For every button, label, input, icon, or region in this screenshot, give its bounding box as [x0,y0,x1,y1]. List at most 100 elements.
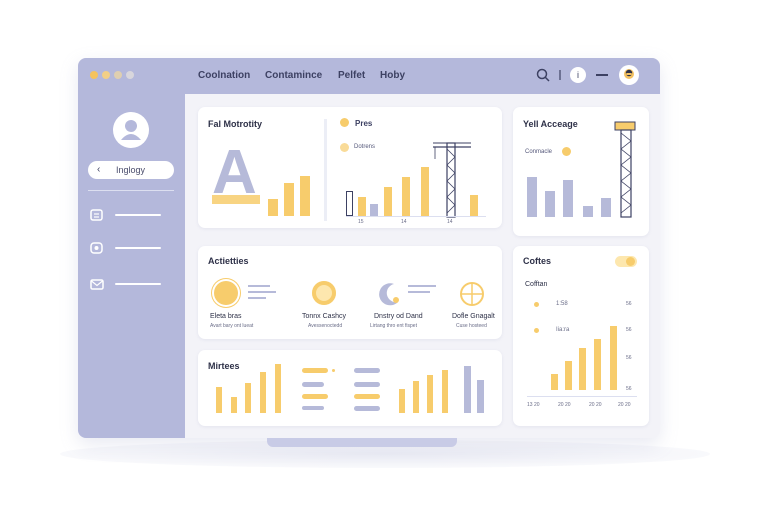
text-line [248,297,266,299]
toggle-switch[interactable] [615,256,637,267]
window-dot[interactable] [102,71,110,79]
x-tick-label: 14 [447,219,453,225]
chart-bar [245,383,251,413]
legend-label: Pres [355,119,373,128]
y-tick-label: 56 [626,327,632,333]
pill-bar [354,394,380,399]
info-icon[interactable]: i [570,67,586,83]
activity-label: Eleta bras [210,313,242,320]
x-axis-line [527,396,637,397]
profile-avatar[interactable] [113,112,149,148]
text-line [248,285,270,287]
activity-item[interactable]: Eleta bras Avart bary ont lueat [206,278,280,334]
separator-icon [559,70,561,80]
sidebar-item-documents[interactable] [90,208,174,222]
toggle-knob [626,257,635,266]
chart-bar [594,339,601,390]
chart-bar [384,187,392,216]
legend-dot [340,143,349,152]
back-button[interactable]: ‹ Inglogy [88,161,174,179]
sidebar: ‹ Inglogy [78,94,185,438]
legend-dot [534,328,539,333]
sidebar-item-line [115,283,161,285]
pill-bar [302,382,324,387]
chart-bar [610,326,617,390]
nav-item-pelfet[interactable]: Pelfet [338,70,366,81]
chart-bar [427,375,433,413]
tower-graphic [614,119,639,219]
chart-bar [551,374,558,390]
sidebar-divider [88,190,174,191]
activity-item[interactable]: Dofle Gnagalt Cuse hosteed [444,278,500,334]
chart-bar [545,191,555,217]
chart-bar [268,199,278,216]
chart-bar [579,348,586,390]
chart-bar [464,366,471,413]
pill-bar [302,406,324,410]
chart-bar [477,380,484,413]
chart-bar [527,177,537,217]
activities-card: Actietties Eleta bras Avart bary ont lue… [198,246,502,339]
chart-bar [402,177,410,216]
text-line [248,291,276,293]
chart-bar [563,180,573,217]
activity-item[interactable]: Tonnx Cashcy Avessenoctedd [290,278,362,334]
nav-item-coolnation[interactable]: Coolnation [198,70,251,81]
crane-graphic [433,141,473,218]
chart-bar [275,364,281,413]
chart-bar [370,204,378,216]
sidebar-item-line [115,247,161,249]
y-tick-label: 56 [626,386,632,392]
chart-bar [421,167,429,216]
fall-maturity-card: Fal Motrotity A Pres Dotrens 15 14 [198,107,502,228]
chart-bar [284,183,294,216]
legend-label: 1:58 [556,301,568,307]
sidebar-item-mail[interactable] [90,277,174,291]
window-dot[interactable] [114,71,122,79]
legend-label: Conmacle [525,149,553,155]
activity-item[interactable]: Dnstry od Dand Lirtang thro ent fispet [368,278,440,334]
chart-bar [583,206,593,217]
pill-bar [354,406,380,411]
menu-icon[interactable] [596,74,608,76]
chart-bar [601,198,611,217]
text-line [408,285,436,287]
chart-bar [216,387,222,413]
coffees-card: Coftes Cofftan 1:58 Iia:ra 56 56 56 56 1… [513,246,649,426]
nav-item-hoby[interactable]: Hoby [380,70,405,81]
nav-item-contamince[interactable]: Contamince [265,70,323,81]
activity-sub: Avart bary ont lueat [210,323,254,329]
x-tick-label: 20 20 [589,402,602,408]
legend-label: Iia:ra [556,327,570,333]
card-title: Yell Acceage [523,119,578,129]
chart-bar [231,397,237,413]
pill-dot [332,369,335,372]
card-title: Fal Motrotity [208,119,262,129]
x-tick-label: 15 [358,219,364,225]
user-avatar[interactable] [619,65,639,85]
pill-bar [354,382,380,387]
y-tick-label: 56 [626,301,632,307]
sidebar-item-charts[interactable] [90,241,174,255]
x-tick-label: 20 20 [618,402,631,408]
pill-bar [302,368,328,373]
x-tick-label: 20 20 [558,402,571,408]
text-line [408,291,430,293]
card-divider [324,119,327,221]
legend-dot [340,118,349,127]
window-dot[interactable] [90,71,98,79]
pill-bar [302,394,328,399]
activity-sub: Lirtang thro ent fispet [370,323,417,329]
search-icon[interactable] [536,68,550,82]
activity-sub: Avessenoctedd [308,323,343,329]
legend-dot [534,302,539,307]
x-tick-label: 14 [401,219,407,225]
chart-bar [442,370,448,413]
chart-bar [413,381,419,413]
top-bar: Coolnation Contamince Pelfet Hoby i [78,58,660,94]
window-dot[interactable] [126,71,134,79]
back-button-label: Inglogy [116,165,146,175]
card-title: Coftes [523,256,552,266]
chart-bar [399,389,405,413]
pill-bar [354,368,380,373]
